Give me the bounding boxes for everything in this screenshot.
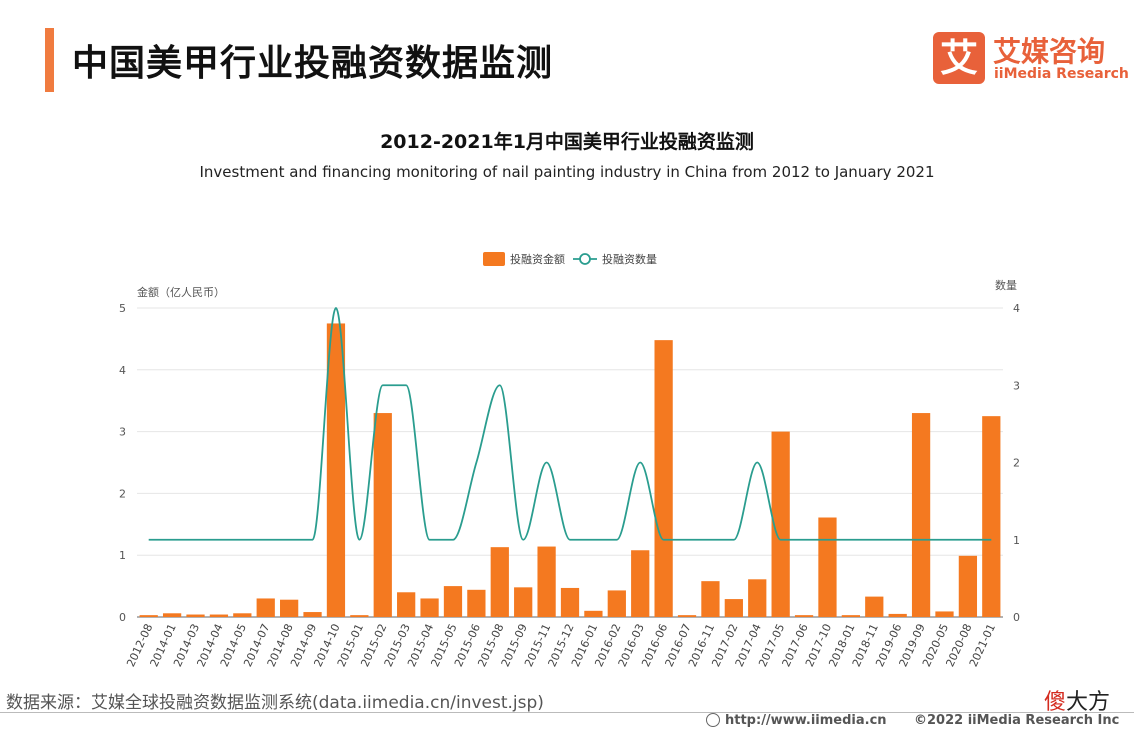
logo-text-en: iiMedia Research — [994, 66, 1129, 82]
y-tick-label: 0 — [119, 611, 126, 624]
page-title: 中国美甲行业投融资数据监测 — [72, 43, 554, 84]
bar — [654, 340, 673, 617]
bar — [490, 547, 509, 617]
footer-url[interactable]: http://www.iimedia.cn — [706, 713, 887, 728]
y2-tick-label: 1 — [1013, 534, 1020, 547]
legend-line-marker — [579, 253, 591, 265]
bar — [935, 611, 954, 617]
y-axis-label: 金额（亿人民币） — [137, 285, 225, 299]
bar — [958, 555, 978, 617]
bar — [677, 615, 697, 617]
bar — [186, 614, 205, 617]
y-tick-label: 3 — [119, 426, 126, 439]
legend-bar-swatch — [483, 252, 505, 266]
brand-logo: 艾 艾媒咨询 iiMedia Research — [933, 30, 1129, 90]
bar — [373, 413, 392, 617]
bar — [841, 615, 860, 617]
bar — [139, 615, 158, 617]
bar — [818, 517, 837, 617]
chart-title: 2012-2021年1月中国美甲行业投融资监测 — [380, 131, 754, 153]
bar — [326, 323, 346, 617]
series-line — [148, 307, 992, 541]
bar — [560, 587, 580, 617]
bar — [350, 615, 369, 617]
bar — [631, 550, 650, 617]
y-tick-label: 4 — [119, 364, 126, 377]
footer-url-text[interactable]: http://www.iimedia.cn — [725, 713, 887, 728]
y2-tick-label: 4 — [1013, 302, 1020, 315]
bar — [865, 596, 884, 617]
bar — [514, 587, 533, 617]
logo-text-cn: 艾媒咨询 — [993, 35, 1106, 68]
legend-bar-label: 投融资金额 — [510, 252, 565, 266]
y2-tick-label: 2 — [1013, 457, 1020, 470]
bar — [888, 613, 907, 617]
bar — [280, 599, 299, 617]
y2-tick-label: 0 — [1013, 611, 1020, 624]
bar — [771, 431, 790, 617]
chart-subtitle: Investment and financing monitoring of n… — [199, 163, 935, 181]
bar — [748, 579, 767, 617]
title-accent-bar — [45, 28, 54, 92]
y2-tick-label: 3 — [1013, 379, 1020, 392]
data-source-note: 数据来源：艾媒全球投融资数据监测系统(data.iimedia.cn/inves… — [6, 693, 544, 713]
bar — [209, 614, 229, 617]
y-tick-label: 2 — [119, 487, 126, 500]
legend-line-label: 投融资数量 — [602, 252, 657, 266]
bar — [256, 598, 275, 617]
watermark-char: 傻 — [1044, 690, 1067, 715]
bar — [467, 589, 486, 617]
bar — [982, 416, 1001, 617]
bar — [911, 413, 931, 617]
watermark: 傻大方 — [1044, 684, 1110, 716]
footer-divider — [0, 712, 1134, 713]
y-tick-label: 1 — [119, 549, 126, 562]
bar — [303, 612, 322, 617]
globe-icon — [706, 713, 720, 727]
combo-chart: 01234501234金额（亿人民币）数量2012-082014-012014-… — [119, 252, 1020, 669]
bar — [233, 613, 252, 617]
footer-copyright: ©2022 iiMedia Research Inc — [914, 713, 1120, 728]
logo-badge-icon: 艾 — [933, 32, 985, 84]
bar — [584, 610, 603, 617]
watermark-text: 大方 — [1066, 690, 1111, 715]
bar — [397, 592, 416, 617]
bar — [162, 613, 182, 617]
bar — [794, 615, 814, 617]
y2-axis-label: 数量 — [995, 279, 1017, 292]
y-tick-label: 5 — [119, 302, 126, 315]
bar — [420, 598, 439, 617]
bar — [443, 586, 463, 617]
bar — [607, 590, 626, 617]
bar — [724, 599, 743, 617]
bar — [537, 546, 556, 617]
bar — [701, 581, 720, 617]
